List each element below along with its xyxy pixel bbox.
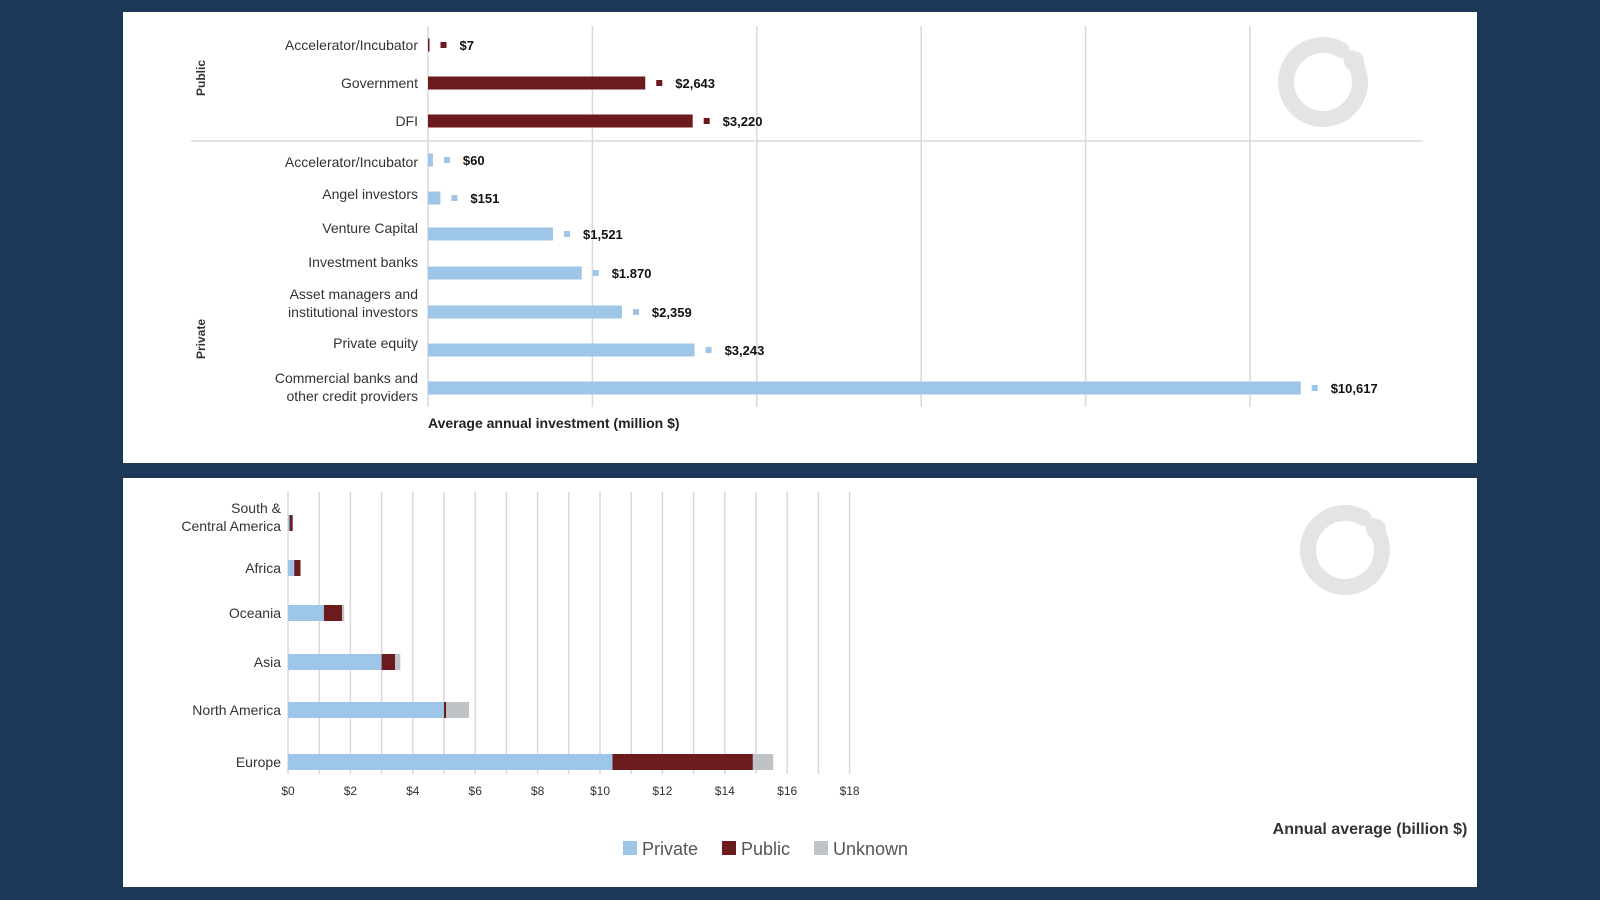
bar-segment-private <box>288 560 295 576</box>
x-tick-label: $6 <box>469 784 483 798</box>
x-tick-label: $0 <box>281 784 295 798</box>
value-marker <box>440 42 447 48</box>
bar <box>428 227 554 241</box>
category-label: Europe <box>236 754 281 770</box>
bar <box>428 153 433 167</box>
logo-arc <box>1300 505 1390 595</box>
category-label: Angel investors <box>322 186 418 202</box>
legend-swatch-private <box>623 841 637 855</box>
value-label: $2,359 <box>652 305 692 320</box>
value-marker <box>1311 385 1318 391</box>
value-label: $3,220 <box>723 114 763 129</box>
bar-segment-unknown <box>446 702 469 718</box>
region-chart-panel: $0 $2 $4 $6 $8 $10 $12 $14 $16 $18 South & Central … <box>123 478 1477 887</box>
c-logo-icon <box>1278 37 1368 127</box>
bar-segment-unknown <box>341 605 345 621</box>
legend-label: Private <box>642 839 698 859</box>
category-label: DFI <box>395 113 418 129</box>
legend-label: Unknown <box>833 839 908 859</box>
bar <box>428 114 693 128</box>
value-label: $3,243 <box>725 343 765 358</box>
bar <box>428 76 646 90</box>
bar <box>428 266 582 280</box>
category-label: Commercial banks and <box>275 370 418 386</box>
bar <box>428 305 622 319</box>
category-label: Asia <box>254 654 281 670</box>
x-tick-label: $8 <box>531 784 545 798</box>
bar-segment-unknown <box>752 754 774 770</box>
x-axis-title: Average annual investment (million $) <box>428 415 680 431</box>
bar <box>428 38 430 52</box>
category-label: Venture Capital <box>322 220 418 236</box>
x-tick-label: $16 <box>777 784 797 798</box>
value-marker <box>703 118 710 124</box>
bar-segment-unknown <box>395 654 401 670</box>
category-label: South & <box>231 500 281 516</box>
bar-segment-private <box>288 515 290 531</box>
bar-segment-private <box>288 654 382 670</box>
value-label: $1.870 <box>612 266 652 281</box>
investor-type-chart-panel: Public $7 Accelerator/Incubator $2,643 Gover… <box>123 12 1477 463</box>
bar-segment-public <box>323 605 342 621</box>
bar-segment-private <box>288 702 444 718</box>
bar <box>428 343 695 357</box>
bar <box>428 381 1301 395</box>
x-tick-label: $2 <box>344 784 358 798</box>
value-marker <box>705 347 712 353</box>
region-stacked-bar-chart: $0 $2 $4 $6 $8 $10 $12 $14 $16 $18 South & Central … <box>181 492 1468 859</box>
category-label: other credit providers <box>286 388 418 404</box>
category-label: Asset managers and <box>290 286 418 302</box>
category-label: Investment banks <box>308 254 418 270</box>
investor-type-bar-chart: Public $7 Accelerator/Incubator $2,643 Gover… <box>191 26 1423 431</box>
legend-swatch-public <box>722 841 736 855</box>
legend-label: Public <box>741 839 790 859</box>
value-marker <box>443 157 450 163</box>
x-tick-label: $14 <box>715 784 735 798</box>
category-label: Private equity <box>333 335 418 351</box>
group-label: Public <box>194 60 208 96</box>
value-label: $151 <box>470 191 499 206</box>
c-logo-icon <box>1300 505 1390 595</box>
value-marker <box>592 270 599 276</box>
bar-segment-public <box>381 654 396 670</box>
value-label: $2,643 <box>675 76 715 91</box>
logo-dot <box>1366 519 1386 539</box>
category-label: Central America <box>181 518 281 534</box>
bar-segment-public <box>612 754 753 770</box>
value-marker <box>564 231 571 237</box>
group-label: Private <box>194 319 208 359</box>
bar <box>428 191 441 205</box>
x-tick-label: $4 <box>406 784 420 798</box>
logo-dot <box>1344 51 1364 71</box>
x-tick-label: $18 <box>840 784 860 798</box>
logo-arc <box>1278 37 1368 127</box>
bar-segment-public <box>294 560 301 576</box>
x-axis-title: Annual average (billion $) <box>1273 821 1468 838</box>
category-label: Accelerator/Incubator <box>285 37 418 53</box>
value-marker <box>451 195 458 201</box>
category-label: North America <box>192 702 281 718</box>
category-label: Accelerator/Incubator <box>285 154 418 170</box>
value-label: $7 <box>460 38 474 53</box>
x-tick-label: $12 <box>652 784 672 798</box>
bar-segment-public <box>444 702 447 718</box>
bar-segment-private <box>288 754 613 770</box>
category-label: Africa <box>245 560 281 576</box>
bar-segment-private <box>288 605 324 621</box>
x-tick-label: $10 <box>590 784 610 798</box>
category-label: Government <box>341 75 418 91</box>
value-marker <box>656 80 663 86</box>
value-label: $60 <box>463 153 485 168</box>
value-label: $1,521 <box>583 227 623 242</box>
category-label: institutional investors <box>288 304 418 320</box>
category-label: Oceania <box>229 605 281 621</box>
bar-segment-public <box>289 515 293 531</box>
value-marker <box>632 309 639 315</box>
value-label: $10,617 <box>1331 381 1378 396</box>
legend-swatch-unknown <box>814 841 828 855</box>
